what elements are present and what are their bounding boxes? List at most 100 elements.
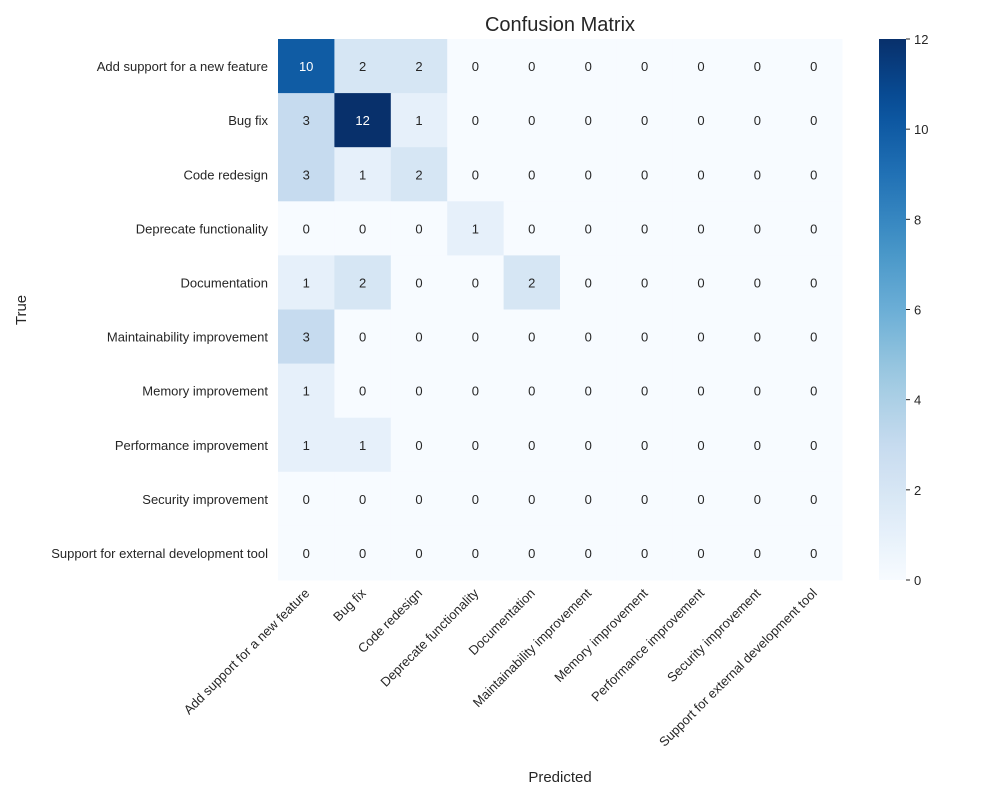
heatmap-cell	[560, 255, 617, 310]
cell-value-label: 0	[585, 167, 592, 182]
cell-value-label: 0	[528, 330, 535, 345]
heatmap-cell	[672, 39, 730, 94]
cell-value-label: 3	[303, 113, 310, 128]
heatmap-cell	[785, 363, 843, 419]
cell-value-label: 0	[810, 330, 817, 345]
heatmap-cell	[729, 39, 787, 94]
colorbar-gradient	[879, 39, 906, 580]
cell-value-label: 0	[415, 275, 422, 290]
heatmap-cell	[503, 525, 561, 581]
cell-value-label: 1	[303, 438, 310, 453]
heatmap-cell	[560, 471, 617, 527]
heatmap-cell	[503, 471, 561, 527]
cell-value-label: 0	[359, 384, 366, 399]
cell-value-label: 1	[359, 167, 366, 182]
cell-value-label: 0	[359, 221, 366, 236]
row-label: Deprecate functionality	[136, 221, 269, 236]
heatmap-cell	[503, 309, 561, 365]
cell-value-label: 0	[641, 275, 648, 290]
cell-value-label: 0	[754, 59, 761, 74]
cell-value-label: 0	[585, 546, 592, 561]
cell-value-label: 0	[697, 384, 704, 399]
cell-value-label: 0	[585, 221, 592, 236]
cell-value-label: 12	[355, 113, 369, 128]
cell-value-label: 0	[528, 113, 535, 128]
heatmap-cell	[278, 363, 335, 419]
cell-value-label: 0	[528, 59, 535, 74]
cell-value-label: 2	[359, 275, 366, 290]
heatmap-cell	[672, 93, 730, 148]
heatmap-cell	[278, 255, 335, 310]
heatmap-cell	[616, 201, 674, 256]
cell-value-label: 0	[810, 546, 817, 561]
heatmap-cell	[729, 417, 787, 473]
cell-value-label: 0	[528, 438, 535, 453]
cell-value-label: 0	[472, 546, 479, 561]
heatmap-cell	[616, 93, 674, 148]
cell-value-label: 0	[415, 546, 422, 561]
heatmap-cell	[390, 471, 448, 527]
cell-value-label: 2	[359, 59, 366, 74]
cell-value-label: 0	[754, 113, 761, 128]
x-axis-label: Predicted	[528, 769, 591, 786]
cell-value-label: 0	[585, 275, 592, 290]
heatmap-cell	[278, 201, 335, 256]
heatmap-cell	[729, 471, 787, 527]
heatmap-cell	[334, 93, 392, 148]
cell-value-label: 1	[415, 113, 422, 128]
heatmap-cell	[278, 309, 335, 365]
cell-value-label: 10	[299, 59, 313, 74]
cell-value-label: 0	[359, 330, 366, 345]
heatmap-cell	[785, 309, 843, 365]
heatmap-cell	[616, 525, 674, 581]
cell-value-label: 1	[303, 384, 310, 399]
column-label: Bug fix	[330, 585, 369, 624]
cell-value-label: 0	[303, 492, 310, 507]
heatmap-cell	[785, 525, 843, 581]
cell-value-label: 0	[641, 384, 648, 399]
cell-value-label: 0	[641, 492, 648, 507]
column-label: Add support for a new feature	[181, 586, 313, 718]
heatmap-cell	[560, 147, 617, 202]
cell-value-label: 0	[641, 438, 648, 453]
heatmap-cell-labels: 10 2 2 0 0 0 0 0 0 03 12 1 0 0 0 0 0 0 03 1 2 0 0 0 0 0 0 00 0 0 1 0 0 0 0…	[299, 59, 817, 561]
cell-value-label: 0	[697, 492, 704, 507]
heatmap-cell	[278, 93, 335, 148]
cell-value-label: 0	[472, 59, 479, 74]
heatmap-cell	[334, 363, 392, 419]
cell-value-label: 0	[641, 330, 648, 345]
column-label: Security improvement	[664, 585, 764, 685]
heatmap-cell	[672, 201, 730, 256]
heatmap-cell	[334, 201, 392, 256]
x-tick-labels: Add support for a new feature Bug fixCode…	[181, 585, 820, 749]
cell-value-label: 0	[697, 167, 704, 182]
heatmap-cell	[785, 201, 843, 256]
heatmap-cell	[503, 39, 561, 94]
cell-value-label: 3	[303, 330, 310, 345]
colorbar-tick-label: 8	[914, 212, 921, 227]
heatmap-cell	[672, 471, 730, 527]
cell-value-label: 0	[585, 384, 592, 399]
cell-value-label: 0	[754, 275, 761, 290]
colorbar-tick-label: 10	[914, 122, 928, 137]
cell-value-label: 1	[359, 438, 366, 453]
row-label: Support for external development tool	[51, 546, 268, 561]
heatmap-cell	[278, 525, 335, 581]
heatmap-cell	[729, 309, 787, 365]
cell-value-label: 0	[810, 492, 817, 507]
cell-value-label: 0	[472, 167, 479, 182]
heatmap-cell	[785, 147, 843, 202]
chart-title: Confusion Matrix	[485, 14, 635, 36]
cell-value-label: 0	[810, 167, 817, 182]
cell-value-label: 0	[585, 59, 592, 74]
cell-value-label: 0	[528, 492, 535, 507]
cell-value-label: 0	[697, 275, 704, 290]
heatmap-cell	[503, 201, 561, 256]
cell-value-label: 0	[415, 438, 422, 453]
cell-value-label: 0	[528, 221, 535, 236]
heatmap-cell	[447, 471, 505, 527]
heatmap-cell	[390, 309, 448, 365]
cell-value-label: 0	[585, 113, 592, 128]
heatmap-cell	[390, 417, 448, 473]
heatmap-cell	[729, 147, 787, 202]
